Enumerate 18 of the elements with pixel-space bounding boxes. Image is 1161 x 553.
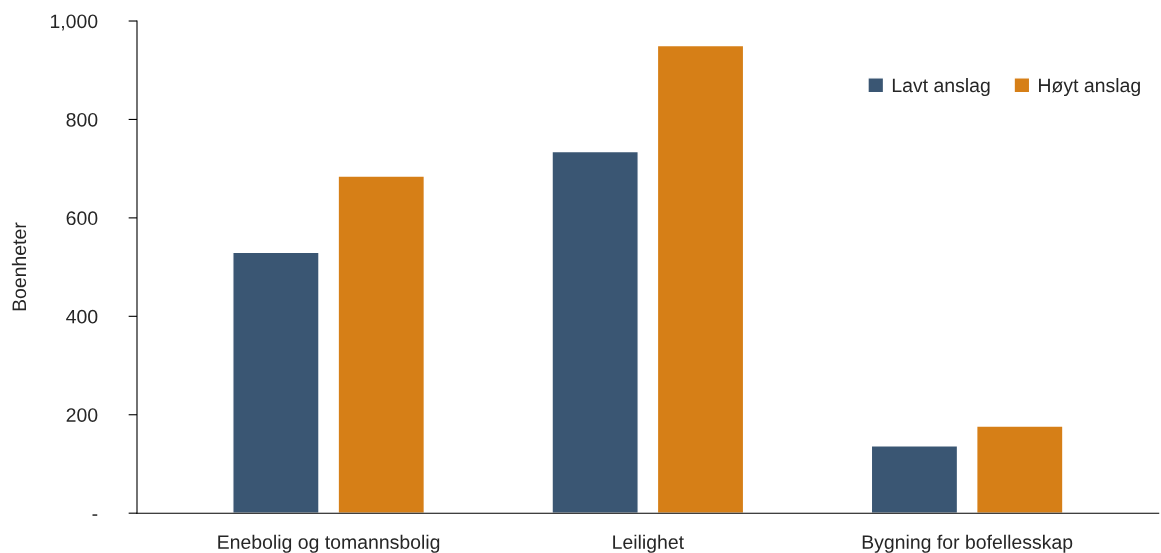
y-tick-label: 400 bbox=[66, 309, 98, 324]
bar bbox=[337, 175, 426, 514]
legend-label: Lavt anslag bbox=[892, 77, 990, 97]
bar bbox=[551, 150, 639, 514]
y-tick-label: - bbox=[92, 514, 98, 516]
bar bbox=[975, 425, 1064, 514]
x-tick-label: Bygning for bofellesskap bbox=[862, 534, 1073, 553]
y-tick-label: 200 bbox=[66, 408, 98, 422]
y-tick-label: 600 bbox=[66, 211, 98, 226]
bar bbox=[870, 445, 959, 514]
bar bbox=[232, 251, 320, 514]
x-tick-label: Leilighet bbox=[613, 534, 684, 553]
y-tick-label: 800 bbox=[66, 112, 98, 127]
legend-label: Høyt anslag bbox=[1039, 77, 1140, 97]
y-tick-label: 1,000 bbox=[50, 14, 98, 31]
y-axis-title: Boenheter bbox=[11, 222, 27, 311]
x-tick-label: Enebolig og tomannsbolig bbox=[218, 534, 440, 553]
bar bbox=[656, 44, 745, 514]
